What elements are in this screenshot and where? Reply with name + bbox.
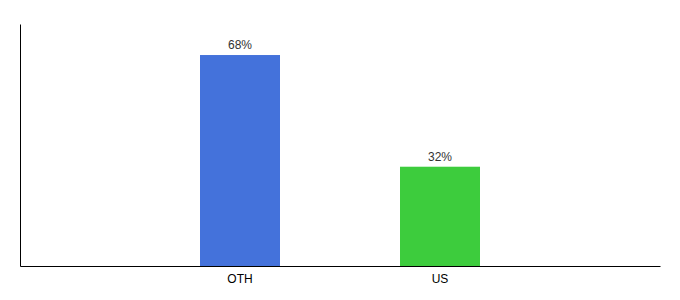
- bar: [200, 55, 280, 266]
- y-axis: [20, 25, 21, 267]
- y-axis-line: [20, 25, 21, 267]
- x-tick-label: US: [432, 272, 449, 286]
- x-tick: OTH: [227, 272, 252, 286]
- data-label: 32%: [428, 150, 452, 164]
- bars: [200, 55, 480, 266]
- chart: OTH US 68% 32%: [0, 0, 680, 300]
- bar: [400, 167, 480, 266]
- x-axis-line: [21, 266, 661, 267]
- data-labels: 68% 32%: [228, 38, 452, 164]
- x-tick-label: OTH: [227, 272, 252, 286]
- data-label: 68%: [228, 38, 252, 52]
- x-tick: US: [432, 272, 449, 286]
- plot: OTH US 68% 32%: [21, 25, 661, 286]
- x-axis: OTH US: [21, 267, 661, 286]
